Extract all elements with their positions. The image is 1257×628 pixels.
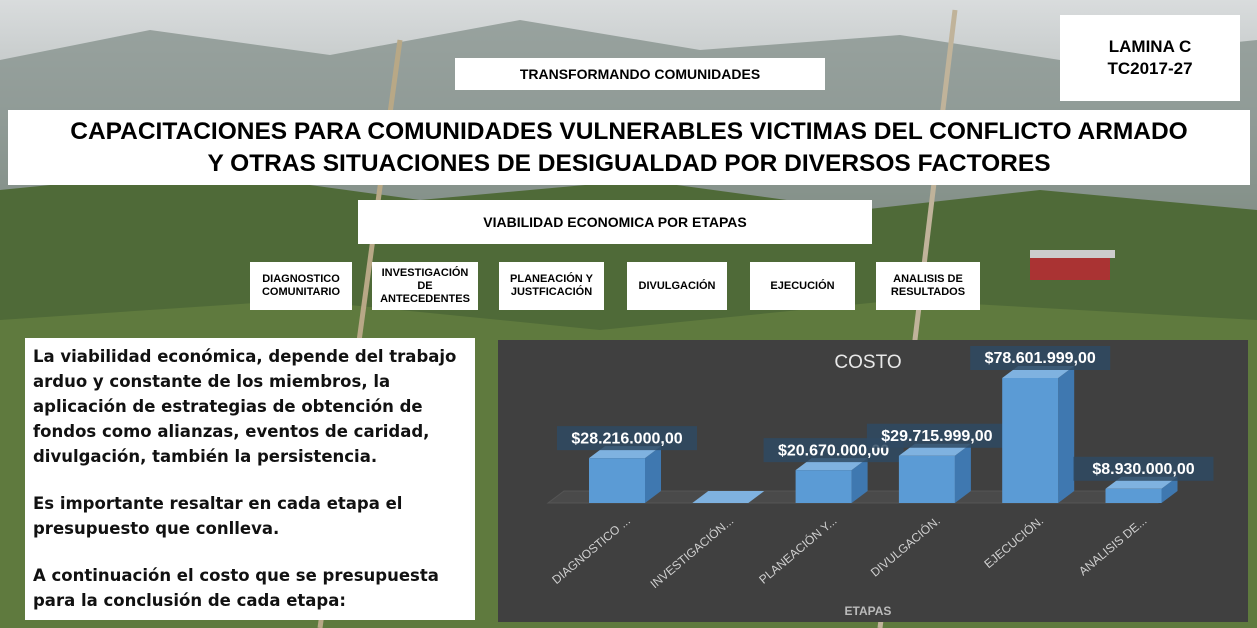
stage-label: COMUNITARIO (262, 286, 340, 299)
code: LAMINA C (1109, 36, 1191, 58)
value-label: $29.715.999,00 (881, 428, 992, 445)
stage-label: JUSTFICACIÓN (511, 286, 592, 299)
slide: LAMINA C TC2017-27 TRANSFORMANDO COMUNID… (0, 0, 1257, 628)
stage-label: EJECUCIÓN (770, 280, 834, 293)
value-label: $8.930.000,00 (1092, 461, 1194, 478)
chart-title: COSTO (834, 352, 901, 373)
stage-label: PLANEACIÓN Y (510, 273, 593, 286)
stage-label: RESULTADOS (891, 286, 965, 299)
value-label: $78.601.999,00 (985, 350, 1096, 367)
stage-label: ANALISIS DE (893, 273, 963, 286)
paragraph: Es importante resaltar en cada etapa el … (33, 491, 467, 541)
stage-label: DIVULGACIÓN (639, 280, 716, 293)
title-box: CAPACITACIONES PARA COMUNIDADES VULNERAB… (8, 110, 1250, 185)
bar-side (1058, 366, 1074, 503)
code-box: LAMINA C TC2017-27 (1060, 15, 1240, 101)
stage-label: DE (417, 280, 432, 293)
paragraph: A continuación el costo que se presupues… (33, 563, 467, 613)
stage-box: EJECUCIÓN (750, 262, 855, 310)
stage-label: ANTECEDENTES (380, 293, 470, 306)
title: CAPACITACIONES PARA COMUNIDADES VULNERAB… (70, 116, 1188, 148)
stage-label: INVESTIGACIÓN (382, 267, 469, 280)
bar (796, 470, 852, 503)
section-title: VIABILIDAD ECONOMICA POR ETAPAS (358, 200, 872, 244)
bar (589, 458, 645, 503)
title: Y OTRAS SITUACIONES DE DESIGUALDAD POR D… (207, 148, 1050, 180)
text-box: La viabilidad económica, depende del tra… (25, 338, 475, 620)
tagline: TRANSFORMANDO COMUNIDADES (455, 58, 825, 90)
bar (1106, 489, 1162, 503)
x-axis-title: ETAPAS (845, 604, 892, 618)
code: TC2017-27 (1107, 58, 1192, 80)
value-label: $28.216.000,00 (571, 430, 682, 447)
stage-label: DIAGNOSTICO (262, 273, 340, 286)
paragraph: La viabilidad económica, depende del tra… (33, 344, 467, 469)
bar (1002, 378, 1058, 503)
bar (899, 456, 955, 503)
stage-box: DIVULGACIÓN (627, 262, 727, 310)
